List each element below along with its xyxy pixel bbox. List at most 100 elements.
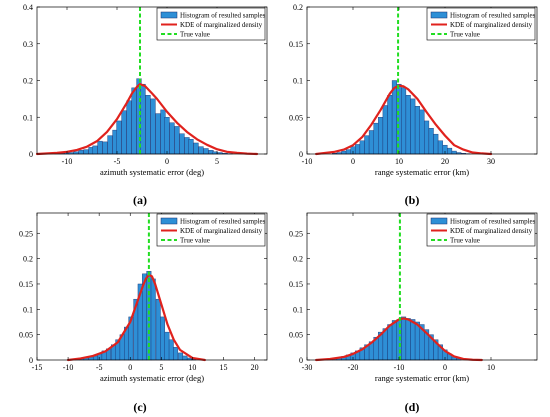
y-tick-label: 0.15 [19,280,33,289]
histogram-bar [447,147,453,155]
y-tick-label: 0.3 [23,40,33,49]
histogram-bar [387,94,393,155]
histogram-bar [391,320,397,361]
histogram-bar [178,352,184,361]
histogram-bar [341,150,347,155]
kde-curve [315,84,493,156]
plot-frame [36,212,268,361]
legend-true-value-label: True value [180,31,210,39]
panel-label-d: (d) [405,400,420,414]
x-axis-label: range systematic error (km) [375,373,469,383]
x-tick-label: 5 [215,157,219,166]
legend-histogram-swatch [430,11,448,19]
histogram-bar [437,140,443,155]
histogram-bar [155,113,161,155]
panel-label-b: (b) [405,193,420,207]
histogram-bar [121,110,127,155]
histogram-bar [107,135,113,155]
histogram-bar [428,128,434,155]
histogram-bar [174,126,180,155]
legend-true-value-label: True value [180,237,210,245]
kde-curve [35,83,259,156]
histogram-bar [164,331,170,361]
legend-kde-label: KDE of marginalized density [450,21,533,29]
histogram-bar [160,316,166,361]
legend-histogram-label: Histogram of resulted samples [180,12,266,20]
histogram-bar [102,141,108,155]
x-tick-label: 20 [251,363,259,372]
histogram-bar [83,149,89,155]
x-tick-label: 0 [443,363,447,372]
histogram-bar [410,319,416,361]
histogram-bar [179,133,185,155]
histogram-bar [373,122,379,155]
y-tick-label: 0.2 [23,255,33,264]
histogram-bar [116,120,122,155]
histogram-bar [405,318,411,361]
histogram-bar [173,347,179,361]
panel-a: -10 -5 0 5 0 0.1 0.2 0.3 0.4 azimuth systematic e… [23,3,268,177]
histogram-bar [126,100,132,155]
x-tick-label: 10 [487,363,495,372]
histogram-bar [97,140,103,155]
x-tick-label: 20 [441,157,449,166]
x-tick-label: -5 [114,157,121,166]
histogram-bar [378,117,384,155]
x-axis-label: range systematic error (km) [375,167,469,177]
x-tick-label: -10 [63,363,74,372]
x-tick-label: 10 [395,157,403,166]
histogram-bar [414,321,420,361]
y-tick-label: 0 [299,150,303,159]
y-tick-label: 0.25 [289,229,303,238]
histogram-bar [414,106,420,155]
x-tick-label: 30 [487,157,495,166]
legend-histogram-label: Histogram of resulted samples [180,218,266,226]
histogram-bar [150,98,156,155]
y-tick-label: 0.05 [289,331,303,340]
histogram-bar [382,105,388,155]
x-tick-label: 5 [159,363,163,372]
legend-histogram-swatch [160,217,178,225]
histogram-bar [451,150,457,155]
y-tick-label: 0.1 [293,77,303,86]
histogram-bar [169,122,175,155]
x-tick-label: -10 [62,157,73,166]
panel-d: -30 -20 -10 0 10 0 0.05 0.1 0.15 0.2 0.25 range sys… [289,212,538,383]
legend-histogram-swatch [160,11,178,19]
y-tick-label: 0.2 [23,77,33,86]
x-tick-label: -10 [394,363,405,372]
histogram-bar [364,135,370,155]
histogram-bar [140,83,146,155]
kde-curve [315,317,483,362]
plot-frame [306,212,538,361]
legend-histogram-label: Histogram of resulted samples [450,12,536,20]
y-tick-label: 0 [29,150,33,159]
y-tick-label: 0.1 [23,305,33,314]
histogram-bar [419,109,425,155]
x-tick-label: -5 [96,363,103,372]
histogram-bar [168,339,174,361]
y-tick-label: 0.05 [289,113,303,122]
legend-histogram-swatch [430,217,448,225]
histogram-bar [203,148,209,155]
histogram-bar [405,94,411,155]
histogram-bar [78,150,84,155]
histogram-bar [433,133,439,155]
legend-kde-label: KDE of marginalized density [180,227,263,235]
panel-label-c: (c) [133,400,146,414]
histogram-bar [387,324,393,361]
histogram-bar [368,130,374,155]
x-tick-label: 10 [188,363,196,372]
y-tick-label: 0.2 [293,3,303,12]
legend-histogram-label: Histogram of resulted samples [450,218,536,226]
y-tick-label: 0 [29,356,33,365]
histogram-bar [382,328,388,361]
histogram-bar [131,87,137,155]
histogram-bar [164,117,170,155]
legend-kde-label: KDE of marginalized density [450,227,533,235]
y-tick-label: 0.15 [289,280,303,289]
histogram-bar [155,298,161,361]
